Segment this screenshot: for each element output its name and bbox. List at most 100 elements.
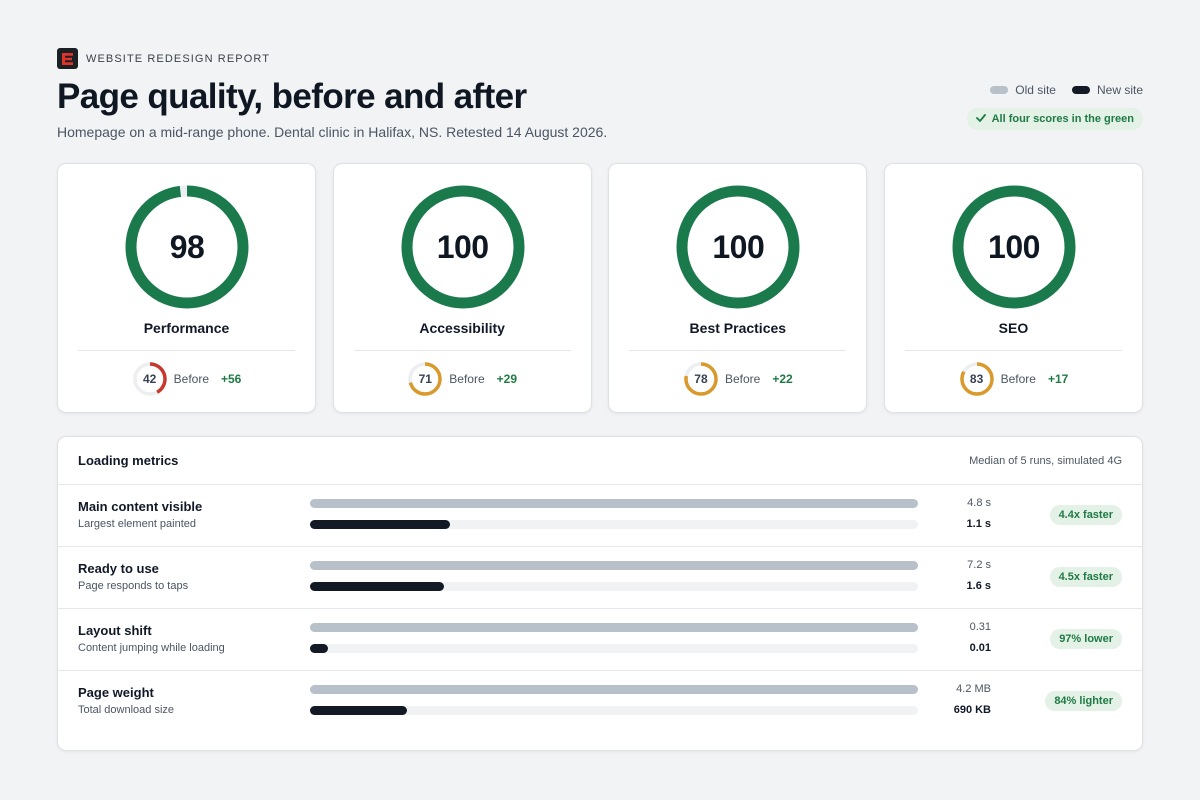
legend-item-new: New site — [1071, 83, 1143, 97]
new-value: 1.6 s — [966, 580, 991, 592]
brand-row: WEBSITE REDESIGN REPORT — [57, 48, 1143, 69]
score-cards: 98 Performance 42 Before +56 100 Accessi… — [57, 163, 1143, 413]
legend-label-old: Old site — [1015, 83, 1056, 97]
score-label: Performance — [143, 320, 230, 336]
metric-desc: Content jumping while loading — [78, 642, 225, 654]
before-label: Before — [173, 372, 209, 386]
before-score: 71 — [418, 372, 432, 386]
before-label: Before — [449, 372, 485, 386]
metric-row-page-weight: Page weight Total download size 4.2 MB 6… — [58, 671, 1142, 733]
score-gauge-arc — [401, 185, 525, 309]
score-gauge — [401, 185, 525, 309]
metrics-title: Loading metrics — [78, 453, 179, 468]
old-bar — [310, 623, 918, 632]
score-delta: +22 — [772, 372, 793, 386]
before-gauge-arc — [684, 362, 718, 396]
improvement-badge: 97% lower — [1050, 629, 1122, 649]
old-bar — [310, 685, 918, 694]
before-gauge: 83 — [959, 361, 995, 397]
old-value: 4.8 s — [967, 497, 991, 509]
new-bar-track — [310, 520, 918, 529]
score-gauge-arc — [676, 185, 800, 309]
new-bar — [310, 520, 450, 529]
score-label: Best Practices — [689, 320, 787, 336]
old-bar-track — [310, 685, 918, 694]
before-row: 71 Before +29 — [334, 361, 591, 397]
before-label: Before — [724, 372, 761, 386]
legend-swatch-new — [1071, 86, 1090, 94]
score-card-best-practices: 100 Best Practices 78 Before +22 — [608, 163, 868, 413]
score-gauge — [676, 185, 800, 309]
metric-name: Page weight — [78, 685, 154, 700]
before-gauge-arc — [132, 362, 167, 396]
before-score: 42 — [142, 372, 157, 386]
metric-row-main-content: Main content visible Largest element pai… — [58, 485, 1142, 547]
metric-desc: Total download size — [78, 704, 175, 716]
metrics-note: Median of 5 runs, simulated 4G — [969, 454, 1122, 467]
legend-label-new: New site — [1096, 83, 1143, 97]
old-value: 4.2 MB — [956, 683, 991, 695]
loading-metrics-panel: Loading metrics Median of 5 runs, simula… — [57, 436, 1143, 751]
score-label: SEO — [998, 320, 1029, 336]
status-pill: All four scores in the green — [966, 108, 1143, 130]
legend-area: Old site New site All four scores in the… — [966, 77, 1143, 130]
new-value: 690 KB — [953, 704, 991, 716]
improvement-badge: 84% lighter — [1045, 691, 1122, 711]
improvement-badge: 4.4x faster — [1049, 505, 1122, 525]
legend-swatch-old — [990, 86, 1009, 94]
card-divider — [629, 350, 847, 351]
new-bar-track — [310, 706, 918, 715]
score-value: 100 — [712, 228, 765, 265]
before-gauge: 78 — [683, 361, 719, 397]
check-icon — [975, 113, 986, 125]
metric-name: Layout shift — [78, 623, 152, 638]
score-value: 100 — [988, 228, 1040, 265]
score-label: Accessibility — [419, 320, 505, 336]
score-gauge-arc — [125, 185, 249, 309]
metric-desc: Page responds to taps — [78, 580, 189, 592]
page-subtitle: Homepage on a mid-range phone. Dental cl… — [57, 124, 608, 140]
score-gauge — [125, 185, 249, 309]
improvement-badge: 4.5x faster — [1049, 567, 1122, 587]
before-label: Before — [1000, 372, 1036, 386]
new-value: 1.1 s — [966, 518, 991, 530]
metric-row-ready-to-use: Ready to use Page responds to taps 7.2 s… — [58, 547, 1142, 609]
report-page: WEBSITE REDESIGN REPORT Page quality, be… — [57, 48, 1143, 751]
old-bar — [310, 499, 918, 508]
before-row: 83 Before +17 — [885, 361, 1142, 397]
score-gauge — [952, 185, 1076, 309]
before-row: 78 Before +22 — [609, 361, 866, 397]
score-delta: +17 — [1047, 372, 1069, 386]
old-bar-track — [310, 623, 918, 632]
legend: Old site New site — [974, 83, 1143, 97]
metric-name: Main content visible — [78, 499, 203, 514]
score-value: 100 — [436, 228, 489, 265]
score-card-performance: 98 Performance 42 Before +56 — [57, 163, 316, 413]
new-bar — [310, 644, 329, 653]
card-divider — [78, 350, 295, 351]
before-gauge-arc — [408, 362, 443, 396]
before-row: 42 Before +56 — [58, 361, 315, 397]
before-score: 78 — [694, 372, 708, 386]
score-gauge-arc — [952, 185, 1076, 309]
score-delta: +56 — [221, 372, 242, 386]
before-gauge-arc — [959, 362, 994, 396]
old-bar — [310, 561, 918, 570]
old-value: 7.2 s — [967, 559, 991, 571]
title-block: Page quality, before and after Homepage … — [57, 77, 607, 140]
before-gauge: 71 — [407, 361, 443, 397]
new-value: 0.01 — [969, 642, 991, 654]
brand-e-logo-icon — [57, 48, 78, 69]
new-bar-track — [310, 582, 918, 591]
score-value: 98 — [169, 228, 205, 265]
legend-item-old: Old site — [990, 83, 1056, 97]
metric-name: Ready to use — [78, 561, 159, 576]
new-bar — [310, 582, 444, 591]
status-pill-label: All four scores in the green — [991, 113, 1134, 125]
before-gauge: 42 — [132, 361, 168, 397]
metric-desc: Largest element painted — [78, 518, 197, 530]
score-delta: +29 — [496, 372, 518, 386]
metric-row-layout-shift: Layout shift Content jumping while loadi… — [58, 609, 1142, 671]
score-card-seo: 100 SEO 83 Before +17 — [883, 163, 1143, 413]
card-divider — [904, 350, 1122, 351]
